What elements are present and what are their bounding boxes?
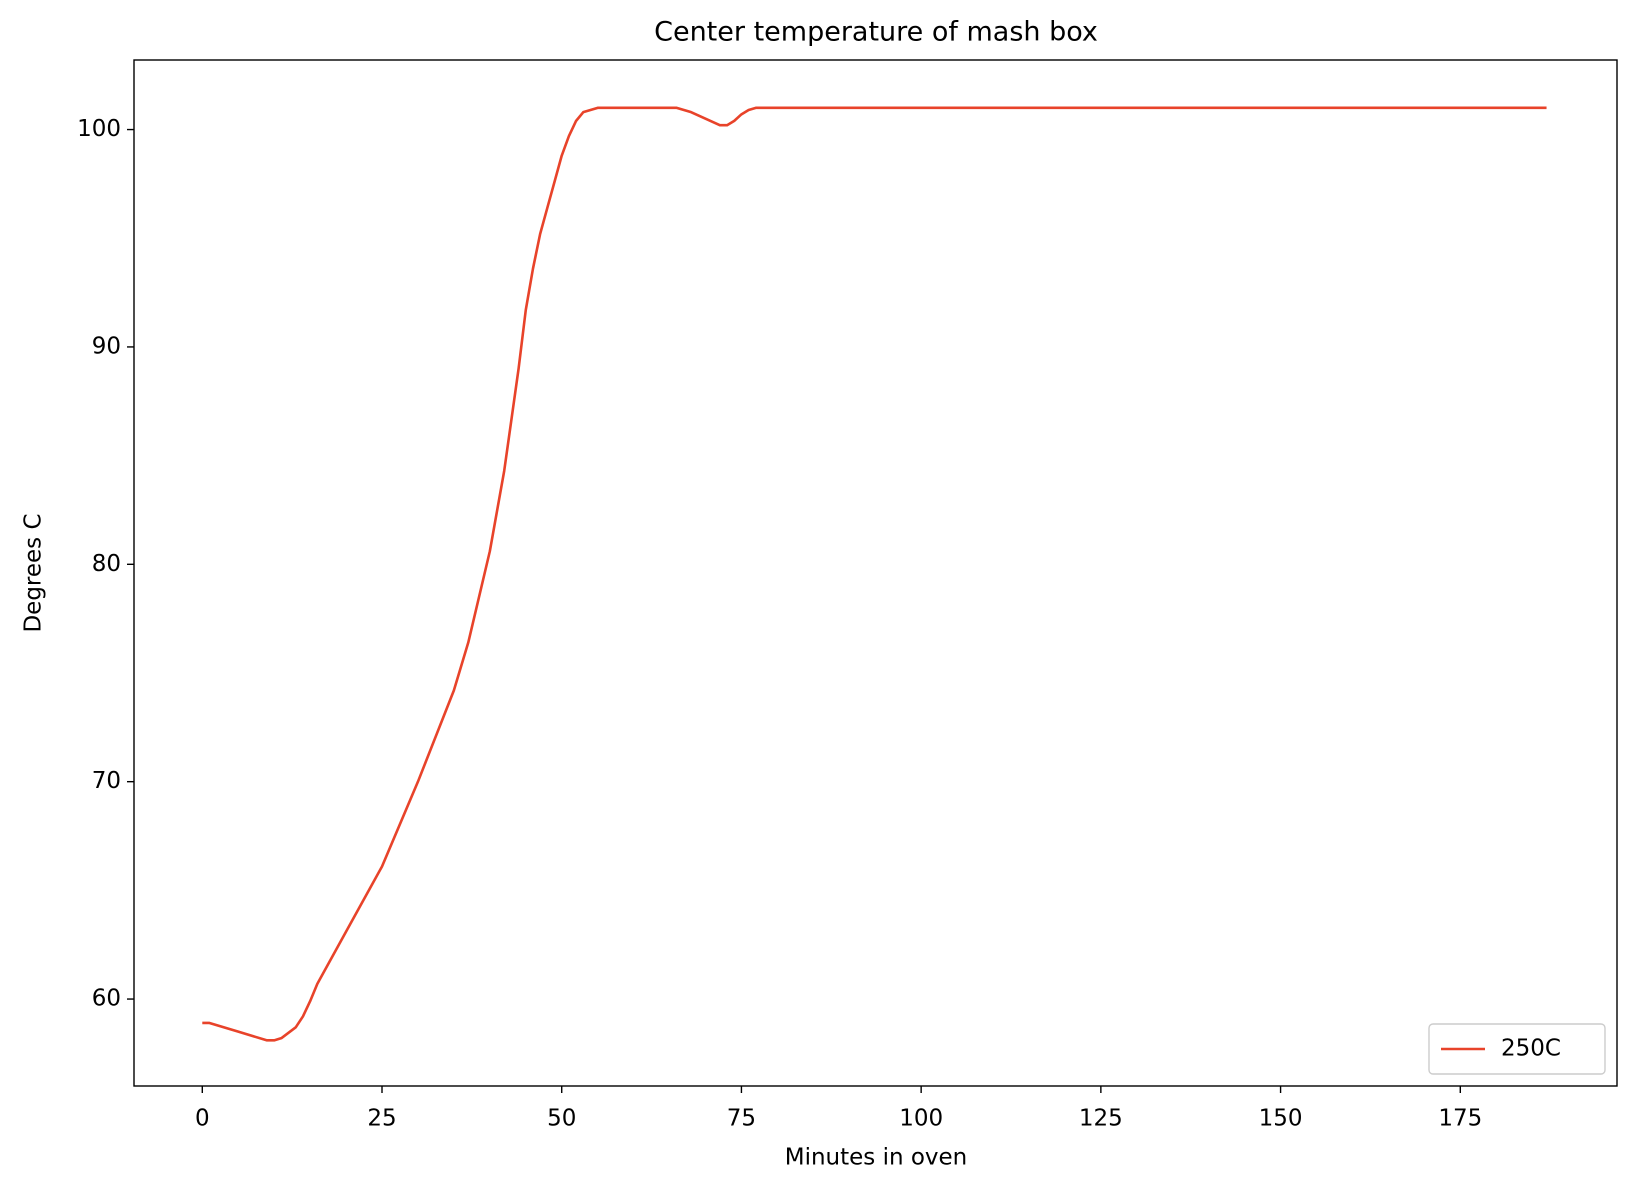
y-tick-label: 60	[92, 986, 121, 1012]
x-tick-label: 100	[899, 1106, 943, 1132]
x-tick-label: 125	[1079, 1106, 1123, 1132]
x-tick-label: 150	[1259, 1106, 1303, 1132]
chart-title: Center temperature of mash box	[654, 17, 1098, 48]
x-tick-label: 25	[367, 1106, 396, 1132]
y-axis-label: Degrees C	[21, 513, 47, 632]
x-tick-label: 175	[1438, 1106, 1482, 1132]
plot-frame	[133, 59, 1618, 1087]
y-tick-label: 70	[92, 768, 121, 794]
legend-label: 250C	[1501, 1036, 1561, 1062]
line	[202, 106, 1547, 1042]
legend: 250C	[1428, 1023, 1606, 1075]
x-tick-label: 0	[195, 1106, 210, 1132]
x-tick-label: 75	[727, 1106, 756, 1132]
y-tick-label: 100	[77, 116, 121, 142]
y-tick-label: 90	[92, 333, 121, 359]
x-tick-label: 50	[547, 1106, 576, 1132]
legend-box	[1428, 1023, 1606, 1075]
x-axis-label: Minutes in oven	[785, 1145, 968, 1171]
y-tick-label: 80	[92, 551, 121, 577]
